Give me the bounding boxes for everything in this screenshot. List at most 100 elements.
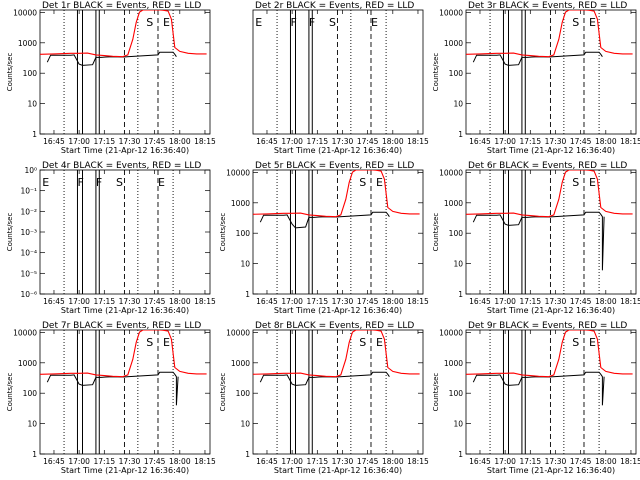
x-tick-label: 17:00 <box>68 297 90 306</box>
y-tick-label: 1 <box>458 130 463 139</box>
y-tick-label: 1 <box>245 450 250 459</box>
x-tick-label: 17:15 <box>306 457 328 466</box>
series-group <box>253 330 420 386</box>
y-tick-label: 10 <box>240 260 250 269</box>
x-axis-label: Start Time (21-Apr-12 16:36:40) <box>274 146 402 155</box>
events-series-line <box>259 371 390 386</box>
lld-series-line <box>466 330 633 378</box>
x-tick-label: 18:00 <box>595 457 617 466</box>
series-group <box>40 330 207 406</box>
events-series-line <box>46 371 179 406</box>
y-tick-label: 10⁻⁵ <box>20 269 37 278</box>
y-axis-label: Counts/sec <box>6 213 14 252</box>
y-tick-label: 1 <box>458 290 463 299</box>
x-tick-label: 17:45 <box>144 457 166 466</box>
time-marker-label: F <box>290 16 296 29</box>
time-marker-label: S <box>116 176 123 189</box>
time-marker-label: S <box>572 16 579 29</box>
time-marker-label: E <box>376 336 383 349</box>
x-tick-label: 18:00 <box>382 457 404 466</box>
plot-frame <box>465 169 637 295</box>
x-tick-label: 17:45 <box>144 137 166 146</box>
x-tick-label: 16:45 <box>469 457 491 466</box>
events-series-line <box>472 211 605 271</box>
x-tick-label: 16:45 <box>256 457 278 466</box>
time-marker-label: S <box>146 16 153 29</box>
x-tick-label: 17:00 <box>68 457 90 466</box>
panel-title: Det 2r BLACK = Events, RED = LLD <box>255 1 414 11</box>
x-tick-label: 17:45 <box>570 137 592 146</box>
x-tick-label: 18:15 <box>620 457 640 466</box>
x-tick-label: 17:30 <box>119 297 141 306</box>
x-tick-label: 16:45 <box>43 457 65 466</box>
panel-title: Det 7r BLACK = Events, RED = LLD <box>42 321 201 331</box>
y-tick-label: 1000 <box>231 199 250 208</box>
events-series-line <box>46 51 177 66</box>
lld-series-line <box>40 330 207 378</box>
x-tick-label: 16:45 <box>43 137 65 146</box>
y-tick-label: 100 <box>236 229 251 238</box>
lld-series-line <box>466 10 633 58</box>
time-marker-label: F <box>96 176 102 189</box>
x-tick-label: 17:30 <box>119 457 141 466</box>
y-tick-label: 10⁻⁴ <box>20 249 37 258</box>
time-marker-label: S <box>329 16 336 29</box>
plot-frame <box>465 9 637 135</box>
y-tick-label: 1000 <box>18 359 37 368</box>
y-tick-label: 1000 <box>444 359 463 368</box>
lld-series-line <box>40 10 207 58</box>
x-tick-label: 16:45 <box>256 137 278 146</box>
y-tick-label: 1000 <box>231 359 250 368</box>
y-tick-label: 10 <box>240 420 250 429</box>
plot-frame <box>252 9 424 135</box>
y-axis-label: Counts/sec <box>219 213 227 252</box>
y-tick-label: 10000 <box>439 8 463 17</box>
x-tick-label: 18:00 <box>169 457 191 466</box>
x-tick-label: 17:45 <box>357 457 379 466</box>
events-series-line <box>472 51 603 66</box>
x-tick-label: 18:15 <box>620 297 640 306</box>
x-tick-label: 18:15 <box>407 457 429 466</box>
x-tick-label: 18:00 <box>595 297 617 306</box>
x-tick-label: 17:30 <box>545 457 567 466</box>
y-tick-label: 1 <box>458 450 463 459</box>
y-tick-label: 10000 <box>13 8 37 17</box>
time-marker-label: S <box>572 336 579 349</box>
x-tick-label: 17:15 <box>93 457 115 466</box>
x-tick-label: 18:15 <box>194 137 216 146</box>
series-group <box>466 10 633 66</box>
y-axis-label: Counts/sec <box>6 373 14 412</box>
time-marker-label: E <box>158 176 165 189</box>
x-tick-label: 18:15 <box>620 137 640 146</box>
series-group <box>40 10 207 66</box>
y-axis-label: Counts/sec <box>432 53 440 92</box>
x-tick-label: 18:15 <box>407 297 429 306</box>
x-tick-label: 17:00 <box>68 137 90 146</box>
y-tick-label: 10⁻¹ <box>20 187 37 196</box>
x-tick-label: 17:15 <box>519 457 541 466</box>
x-tick-label: 17:00 <box>494 457 516 466</box>
x-axis-label: Start Time (21-Apr-12 16:36:40) <box>61 466 189 475</box>
x-axis-label: Start Time (21-Apr-12 16:36:40) <box>487 466 615 475</box>
x-tick-label: 17:15 <box>519 137 541 146</box>
x-tick-label: 18:00 <box>595 137 617 146</box>
x-axis-label: Start Time (21-Apr-12 16:36:40) <box>274 306 402 315</box>
time-marker-label: F <box>77 176 83 189</box>
x-tick-label: 16:45 <box>469 297 491 306</box>
panel-title: Det 1r BLACK = Events, RED = LLD <box>42 1 201 11</box>
x-axis-label: Start Time (21-Apr-12 16:36:40) <box>61 306 189 315</box>
x-tick-label: 18:00 <box>169 137 191 146</box>
x-axis-label: Start Time (21-Apr-12 16:36:40) <box>487 306 615 315</box>
y-tick-label: 10⁻⁶ <box>20 290 37 299</box>
time-marker-label: E <box>163 16 170 29</box>
x-tick-label: 17:00 <box>494 137 516 146</box>
y-tick-label: 10 <box>453 420 463 429</box>
x-tick-label: 16:45 <box>469 137 491 146</box>
y-tick-label: 1000 <box>444 39 463 48</box>
